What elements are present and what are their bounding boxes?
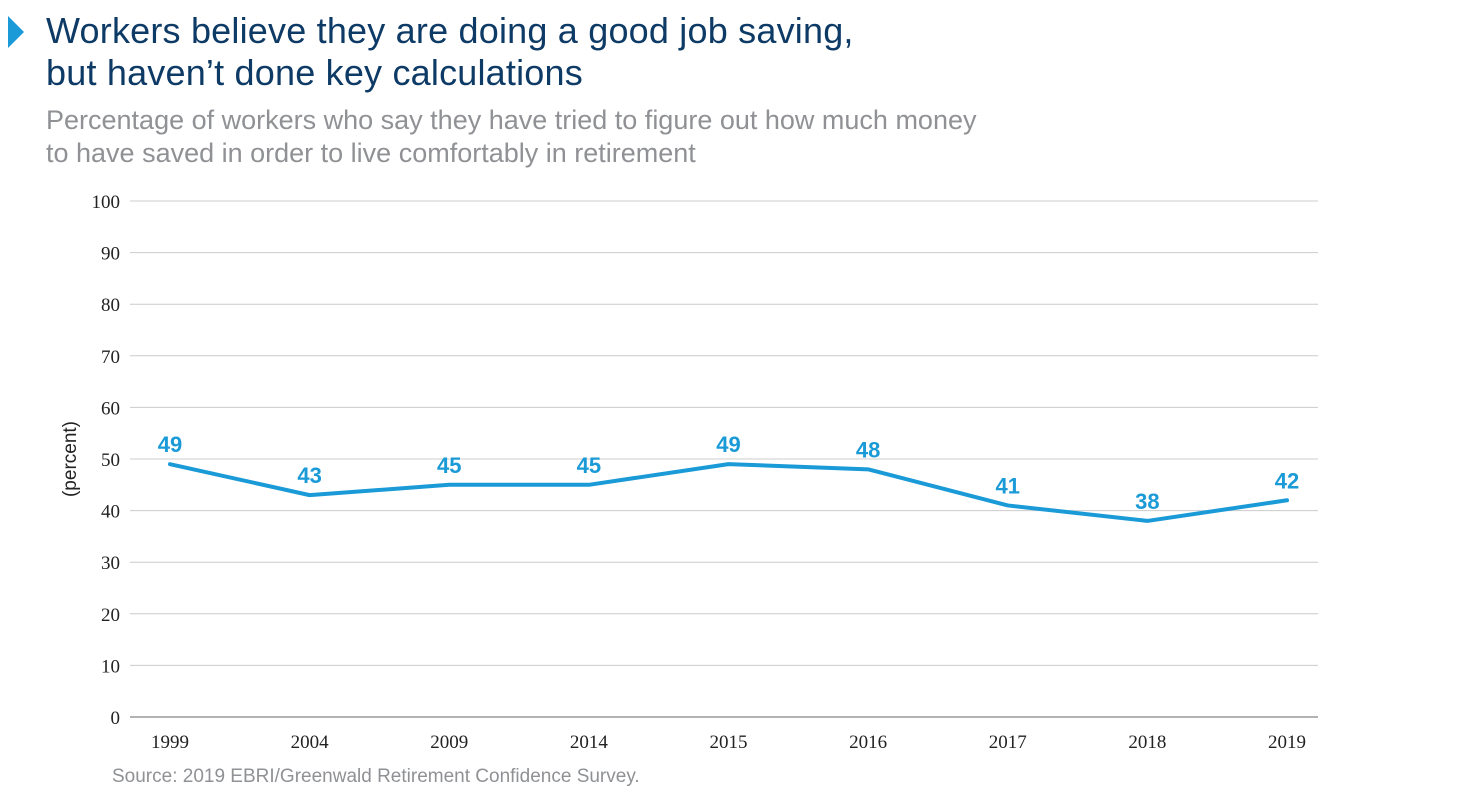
data-label: 45 bbox=[437, 453, 461, 478]
y-tick-label: 0 bbox=[111, 708, 121, 729]
x-tick-label: 2014 bbox=[570, 732, 609, 753]
x-tick-label: 2017 bbox=[989, 732, 1027, 753]
series-lines bbox=[168, 462, 1289, 523]
series-line bbox=[168, 462, 1289, 523]
source-note: Source: 2019 EBRI/Greenwald Retirement C… bbox=[112, 766, 640, 787]
y-tick-label: 60 bbox=[101, 398, 120, 419]
chart-title: Workers believe they are doing a good jo… bbox=[46, 10, 854, 94]
x-tick-label: 1999 bbox=[151, 732, 189, 753]
y-axis-label: (percent) bbox=[60, 421, 81, 497]
y-tick-label: 50 bbox=[101, 450, 120, 471]
x-tick-labels: 1999 2004 2009 2014 2015 2016 2017 2018 2019 bbox=[151, 732, 1306, 753]
chart-subtitle-line-2: to have saved in order to live comfortab… bbox=[46, 138, 696, 168]
data-labels: 49 43 45 45 49 48 41 38 42 bbox=[158, 432, 1299, 514]
data-label: 49 bbox=[158, 432, 182, 457]
y-tick-label: 10 bbox=[101, 656, 120, 677]
x-tick-label: 2015 bbox=[710, 732, 748, 753]
y-tick-label: 30 bbox=[101, 553, 120, 574]
data-label: 43 bbox=[297, 463, 321, 488]
data-label: 48 bbox=[856, 437, 880, 462]
data-label: 41 bbox=[996, 473, 1020, 498]
chart-subtitle-line-1: Percentage of workers who say they have … bbox=[46, 105, 977, 135]
y-tick-label: 40 bbox=[101, 502, 120, 523]
data-label: 49 bbox=[716, 432, 740, 457]
x-tick-label: 2009 bbox=[430, 732, 468, 753]
x-tick-label: 2016 bbox=[849, 732, 887, 753]
y-tick-label: 90 bbox=[101, 244, 120, 265]
x-tick-label: 2018 bbox=[1128, 732, 1166, 753]
chart-title-line-2: but haven’t done key calculations bbox=[46, 52, 583, 93]
data-label: 38 bbox=[1135, 489, 1159, 514]
y-tick-label: 70 bbox=[101, 347, 120, 368]
y-tick-label: 20 bbox=[101, 605, 120, 626]
data-label: 42 bbox=[1275, 468, 1299, 493]
data-label: 45 bbox=[577, 453, 601, 478]
y-tick-labels: 0 10 20 30 40 50 60 70 80 90 100 bbox=[92, 192, 121, 729]
y-tick-label: 100 bbox=[92, 192, 121, 213]
x-tick-label: 2004 bbox=[291, 732, 330, 753]
x-tick-label: 2019 bbox=[1268, 732, 1306, 753]
chart-subtitle: Percentage of workers who say they have … bbox=[46, 104, 977, 170]
y-tick-label: 80 bbox=[101, 295, 120, 316]
title-marker-icon bbox=[8, 16, 24, 48]
gridlines bbox=[130, 200, 1318, 718]
chart-title-line-1: Workers believe they are doing a good jo… bbox=[46, 10, 854, 51]
